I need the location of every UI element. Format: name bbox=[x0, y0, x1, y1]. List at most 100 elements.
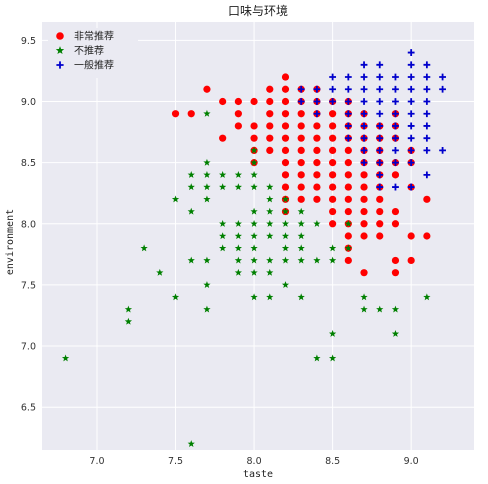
circle-point bbox=[281, 171, 290, 179]
y-tick-label: 7.0 bbox=[21, 342, 36, 353]
legend-item: 非常推荐 bbox=[56, 30, 114, 43]
circle-point bbox=[313, 171, 321, 179]
star-point bbox=[329, 330, 337, 337]
circle-point bbox=[329, 195, 337, 203]
circle-point bbox=[344, 207, 352, 216]
star-point bbox=[423, 293, 431, 301]
star-point bbox=[234, 256, 242, 264]
circle-point bbox=[360, 183, 368, 191]
legend-label: 不推荐 bbox=[74, 44, 104, 57]
plus-point bbox=[439, 147, 446, 154]
star-point bbox=[391, 305, 400, 313]
x-tick-label: 8.0 bbox=[247, 456, 262, 467]
circle-point bbox=[344, 171, 352, 179]
plus-point bbox=[392, 183, 399, 191]
plus-point bbox=[376, 122, 384, 130]
star-point bbox=[266, 293, 274, 301]
plus-point bbox=[360, 110, 368, 118]
circle-point bbox=[391, 269, 400, 277]
star-point bbox=[297, 256, 305, 264]
circle-point bbox=[360, 232, 368, 240]
circle-point bbox=[297, 171, 305, 179]
circle-point bbox=[281, 159, 290, 167]
star-point bbox=[360, 305, 368, 313]
circle-point bbox=[266, 122, 274, 130]
circle-point bbox=[187, 110, 195, 118]
star-point bbox=[360, 293, 368, 301]
plus-point bbox=[313, 85, 321, 93]
circle-point bbox=[376, 232, 384, 240]
x-tick-label: 9.0 bbox=[404, 456, 419, 467]
star-point bbox=[219, 171, 227, 178]
plus-point bbox=[376, 183, 384, 191]
plus-point bbox=[297, 85, 305, 93]
circle-point bbox=[297, 122, 305, 130]
circle-point bbox=[266, 97, 274, 106]
x-tick-label: 7.0 bbox=[89, 456, 104, 467]
star-point bbox=[234, 244, 242, 252]
plus-point bbox=[344, 110, 352, 118]
series-2 bbox=[297, 49, 446, 191]
star-point bbox=[187, 207, 195, 215]
circle-point bbox=[329, 207, 337, 216]
circle-point bbox=[250, 97, 258, 106]
plus-point bbox=[376, 110, 384, 118]
y-axis-ticks: 6.5 7.0 7.5 8.0 8.5 9.0 9.5 bbox=[21, 36, 36, 414]
circle-point bbox=[234, 122, 242, 130]
star-point bbox=[61, 354, 70, 362]
plus-point bbox=[376, 61, 384, 69]
plus-point bbox=[344, 73, 352, 81]
star-point bbox=[329, 244, 337, 252]
plus-point bbox=[439, 73, 446, 81]
star-point bbox=[344, 219, 352, 227]
plus-point bbox=[392, 134, 399, 142]
circle-point bbox=[297, 159, 305, 167]
star-point bbox=[329, 256, 337, 264]
circle-point bbox=[297, 110, 305, 118]
legend-circle-icon bbox=[56, 32, 64, 40]
x-tick-label: 8.5 bbox=[325, 456, 340, 467]
star-point bbox=[313, 256, 321, 264]
circle-point bbox=[376, 195, 384, 203]
star-point bbox=[187, 183, 195, 191]
plus-point bbox=[360, 134, 368, 142]
x-axis-ticks: 7.0 7.5 8.0 8.5 9.0 bbox=[89, 456, 418, 467]
plus-point bbox=[360, 122, 368, 130]
circle-point bbox=[329, 183, 337, 191]
star-point bbox=[281, 207, 290, 215]
plus-point bbox=[344, 98, 352, 105]
star-point bbox=[219, 219, 227, 227]
star-point bbox=[266, 195, 274, 203]
plus-point bbox=[407, 147, 415, 154]
star-point bbox=[281, 232, 290, 240]
star-point bbox=[313, 219, 321, 227]
plus-point bbox=[423, 61, 431, 69]
plus-point bbox=[376, 98, 384, 105]
star-point bbox=[250, 183, 258, 191]
plus-point bbox=[360, 61, 368, 69]
star-point bbox=[250, 232, 258, 240]
star-point bbox=[329, 354, 337, 362]
circle-point bbox=[344, 183, 352, 191]
star-point bbox=[203, 158, 211, 166]
circle-point bbox=[234, 110, 242, 118]
plus-point bbox=[360, 147, 368, 154]
legend-item: 不推荐 bbox=[55, 44, 104, 57]
star-point bbox=[281, 281, 290, 288]
star-point bbox=[187, 440, 195, 447]
circle-point bbox=[329, 159, 337, 167]
plus-point bbox=[376, 147, 384, 154]
plus-point bbox=[407, 73, 415, 81]
plus-point bbox=[407, 159, 415, 167]
plus-point bbox=[392, 98, 399, 105]
star-point bbox=[266, 232, 274, 240]
plus-point bbox=[423, 98, 431, 105]
star-point bbox=[250, 256, 258, 264]
plus-point bbox=[423, 85, 431, 93]
plus-point bbox=[329, 98, 337, 105]
circle-point bbox=[407, 256, 415, 265]
circle-point bbox=[313, 134, 321, 142]
star-point bbox=[203, 256, 211, 264]
